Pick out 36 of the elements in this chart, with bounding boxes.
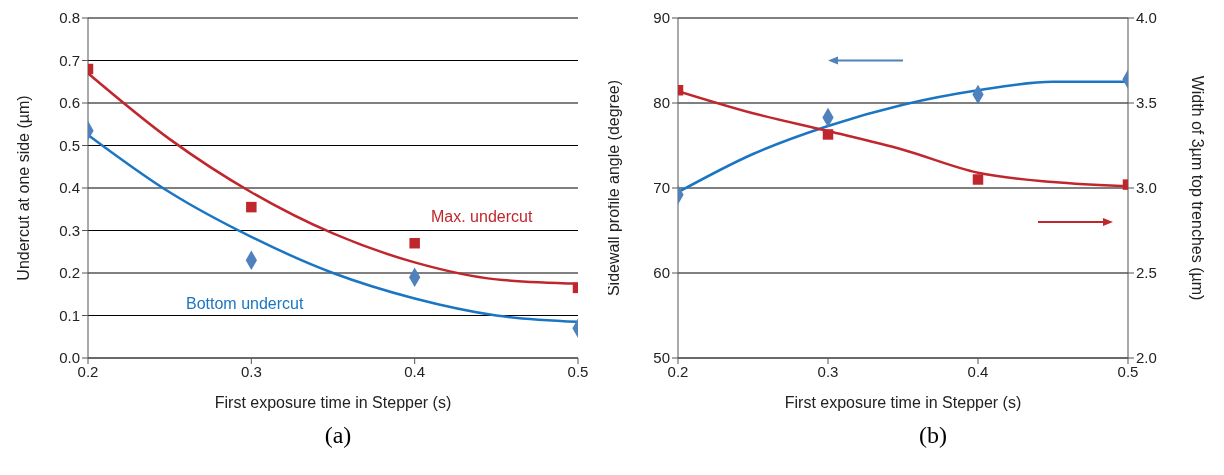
y2-tick-label: 2.5: [1136, 264, 1157, 282]
y-tick-label: 0.1: [59, 306, 80, 324]
y-tick-label: 70: [653, 179, 670, 197]
y2-tick-label: 2.0: [1136, 349, 1157, 367]
x-tick-label: 0.4: [404, 362, 426, 380]
y-tick-label: 0.7: [59, 51, 80, 69]
y2-tick-label: 3.0: [1136, 179, 1157, 197]
x-axis-title: First exposure time in Stepper (s): [214, 394, 452, 411]
y-tick-label: 0.6: [59, 94, 80, 112]
y-tick-label: 0.8: [59, 9, 80, 27]
y-tick-label: 0.0: [59, 349, 80, 367]
y-tick-label: 60: [653, 264, 670, 282]
series-label: Bottom undercut: [186, 295, 304, 313]
x-tick-label: 0.5: [1117, 362, 1139, 380]
y-tick-label: 0.2: [59, 264, 80, 282]
x-tick-label: 0.5: [567, 362, 589, 380]
x-tick-label: 0.2: [77, 362, 99, 380]
y-tick-label: 0.4: [59, 179, 80, 197]
y2-tick-label: 3.5: [1136, 94, 1157, 112]
text: Max. undercut: [431, 208, 533, 225]
y-tick-label: 50: [653, 349, 670, 367]
x-tick-label: 0.2: [667, 362, 689, 380]
y-tick-label: 90: [653, 9, 670, 27]
y2-tick-label: 4.0: [1136, 9, 1157, 27]
y-tick-label: 0.5: [59, 136, 80, 154]
y-tick-label: 0.3: [59, 221, 80, 239]
y2-axis-title: Width of 3µm top trenches (µm): [1189, 75, 1207, 301]
y-axis-title: Sidewall profile angle (degree): [604, 79, 622, 297]
x-tick-label: 0.4: [967, 362, 989, 380]
text: (a): [323, 422, 353, 449]
x-axis-title: First exposure time in Stepper (s): [784, 394, 1022, 411]
x-tick-label: 0.3: [817, 362, 839, 380]
x-tick-label: 0.3: [240, 362, 262, 380]
text: (b): [918, 422, 948, 449]
y-axis-title: Undercut at one side (µm): [14, 95, 32, 281]
y-tick-label: 80: [653, 94, 670, 112]
